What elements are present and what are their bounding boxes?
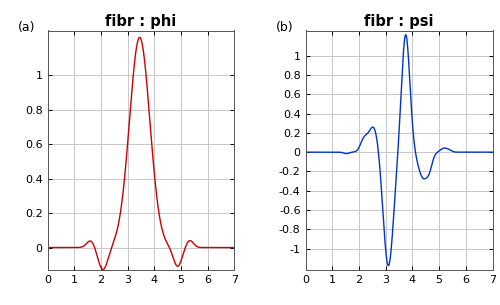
Text: (b): (b) [276, 21, 293, 34]
Title: fibr : psi: fibr : psi [364, 14, 434, 29]
Text: (a): (a) [18, 21, 35, 34]
Title: fibr : phi: fibr : phi [106, 14, 176, 29]
